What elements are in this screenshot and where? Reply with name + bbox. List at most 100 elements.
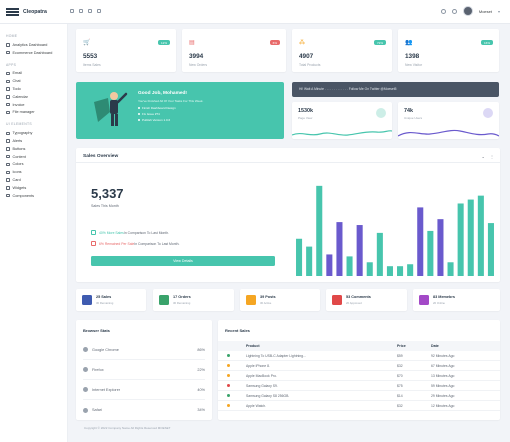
chart-bar: [316, 185, 323, 276]
unique-users-card: 74k Unique Users: [398, 102, 499, 139]
welcome-item: Publish Version 1.0.6: [138, 118, 176, 122]
sidebar-item-label: Calendar: [12, 94, 28, 99]
chart-bar: [437, 219, 444, 276]
mail-icon[interactable]: [79, 9, 83, 13]
sales-overview-title: Sales Overview: [83, 154, 119, 159]
table-row[interactable]: Apple MacBook Pro. $70 13 Minutes Ago: [218, 371, 500, 381]
product-cell: Apple MacBook Pro.: [246, 374, 277, 378]
banner-text[interactable]: Hi! Wait A Minute . . . . . . . . . . . …: [299, 87, 397, 91]
browser-row: Firefox 22%: [83, 360, 205, 380]
sidebar-item[interactable]: Content: [0, 153, 67, 161]
status-dot: [227, 364, 230, 367]
sidebar-item[interactable]: Icons: [0, 168, 67, 176]
browser-name: Firefox: [92, 367, 104, 372]
product-cell: Samsung Galaxy S8 256GB.: [246, 394, 290, 398]
bell-icon[interactable]: [70, 9, 74, 13]
date-cell: 29 Minutes Ago: [431, 394, 455, 398]
sidebar-item[interactable]: Todo: [0, 85, 67, 93]
summary-value: 17 Orders: [173, 295, 191, 299]
eye-icon: [376, 108, 386, 118]
status-dot: [91, 230, 96, 235]
sidebar-item[interactable]: Widgets: [0, 184, 67, 192]
mini-label: Unique Users: [404, 116, 423, 120]
settings-icon[interactable]: [88, 9, 92, 13]
table-row[interactable]: Lightning To USB-C Adapter Lightning... …: [218, 351, 500, 361]
header-product: Product: [246, 344, 260, 348]
menu-icon: [6, 178, 10, 182]
brand-name: Cleopatra: [23, 9, 47, 15]
sidebar-item[interactable]: Ecommerce Dashboard: [0, 49, 67, 57]
stat-value: 1398: [405, 53, 420, 60]
table-row[interactable]: Apple iPhone 8. $32 67 Minutes Ago: [218, 361, 500, 371]
sidebar-item[interactable]: Typography: [0, 129, 67, 137]
sales-overview-card: Sales Overview ⌄ ⋮ 5,337 Sales This Mont…: [76, 148, 500, 282]
stat-card: 👥 16% 1398 New Visitor: [398, 29, 499, 72]
welcome-subtitle: You've Finished All Of Your Tasks For Th…: [138, 99, 204, 103]
browser-row: Safari 34%: [83, 400, 205, 420]
sidebar-item-label: Components: [12, 193, 35, 198]
stat-label: New Visitor: [405, 63, 423, 67]
chart-bar: [487, 223, 494, 276]
sidebar-section-title: Home: [6, 34, 18, 38]
date-cell: 13 Minutes Ago: [431, 374, 455, 378]
sidebar-item[interactable]: Invoice: [0, 101, 67, 109]
sidebar-item-label: Colors: [12, 162, 24, 167]
summary-card: 25 Sales 30 Remaining: [76, 289, 146, 311]
price-cell: $14: [397, 394, 403, 398]
more-icon[interactable]: ⋮: [490, 154, 494, 159]
sidebar-item[interactable]: Alerts: [0, 137, 67, 145]
table-header: Product Price Date: [218, 341, 500, 351]
product-cell: Lightning To USB-C Adapter Lightning...: [246, 354, 306, 358]
sales-value: 5,337: [91, 186, 124, 201]
sidebar-item[interactable]: Analytics Dashboard: [0, 41, 67, 49]
chevron-down-icon[interactable]: ⌄: [481, 154, 485, 159]
welcome-card: Good Job, Mohamed! You've Finished All O…: [76, 82, 284, 139]
sidebar-item[interactable]: Components: [0, 192, 67, 200]
mini-value: 1530k: [298, 108, 313, 114]
chart-bar: [296, 238, 303, 276]
stat-value: 4907: [299, 53, 314, 60]
browser-stats-card: Browser Stats Google Chrome 86% Firefox …: [76, 320, 212, 420]
summary-value: 25 Sales: [96, 295, 112, 299]
sidebar-item[interactable]: Email: [0, 70, 67, 78]
sidebar-item[interactable]: Chat: [0, 77, 67, 85]
notification-icon[interactable]: [440, 8, 446, 14]
calendar-icon: ▤: [189, 40, 195, 46]
sidebar-item[interactable]: Buttons: [0, 145, 67, 153]
message-icon[interactable]: [451, 8, 457, 14]
status-dot: [91, 241, 96, 246]
sidebar-section-title: UI Elements: [6, 122, 32, 127]
welcome-title: Good Job, Mohamed!: [138, 91, 188, 96]
avatar[interactable]: [462, 6, 473, 16]
sidebar-item[interactable]: Calendar: [0, 93, 67, 101]
summary-card: 83 Memebrs 20 Online: [413, 289, 500, 311]
summary-value: 53 Comments: [346, 295, 371, 299]
logo-icon: [6, 7, 19, 17]
sidebar-item[interactable]: File manager: [0, 109, 67, 117]
cart-icon: 🛒: [83, 40, 91, 46]
table-row[interactable]: Samsung Galaxy S9. $75 59 Minutes Ago: [218, 381, 500, 391]
browser-value: 40%: [197, 387, 205, 392]
menu-icon: [6, 50, 10, 55]
welcome-list: Finish Dashboard Design Fix Issue #74 Pu…: [138, 106, 176, 125]
grid-icon[interactable]: [97, 9, 101, 13]
mini-value: 74k: [404, 108, 413, 114]
browser-icon: [83, 407, 88, 413]
table-row[interactable]: Samsung Galaxy S8 256GB. $14 29 Minutes …: [218, 391, 500, 401]
sidebar-item-label: Email: [12, 71, 23, 76]
menu-icon: [6, 71, 10, 76]
user-name[interactable]: Moeset: [478, 8, 492, 14]
sidebar-item[interactable]: Card: [0, 176, 67, 184]
menu-icon: [6, 186, 10, 190]
table-row[interactable]: Apple Watch. $32 12 Minutes Ago: [218, 401, 500, 411]
stat-card: ▤ 6% 3994 New Orders: [182, 29, 286, 72]
view-details-button[interactable]: View Details: [91, 256, 275, 266]
users-icon: [483, 108, 493, 118]
summary-label: 30 Remaining: [96, 301, 114, 305]
chevron-down-icon[interactable]: ▾: [497, 8, 500, 14]
comparison-text: In Comparison To Last Month.: [134, 241, 180, 246]
sidebar-item-label: Buttons: [12, 146, 26, 151]
brand[interactable]: Cleopatra: [6, 5, 47, 19]
summary-icon: [159, 295, 169, 305]
sidebar-item[interactable]: Colors: [0, 161, 67, 169]
